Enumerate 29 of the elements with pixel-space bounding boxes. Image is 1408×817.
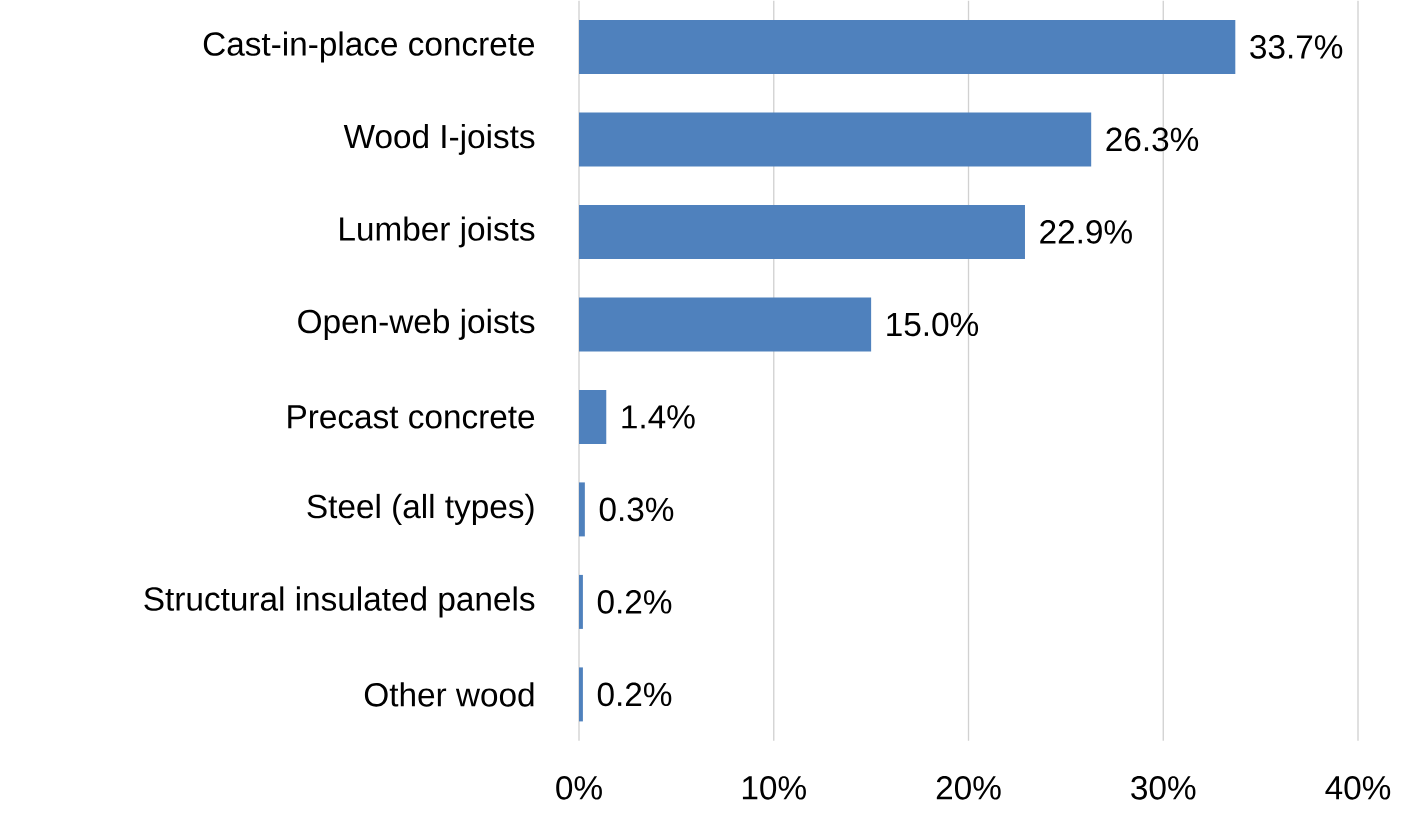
x-tick-label: 30% bbox=[1131, 776, 1196, 800]
y-tick-label: Precast concrete bbox=[288, 405, 535, 429]
data-label: 0.3% bbox=[599, 497, 674, 522]
y-tick-label: Cast-in-place concrete bbox=[203, 31, 535, 63]
y-tick-label: Open-web joists bbox=[298, 309, 535, 341]
y-tick-label: Other wood bbox=[364, 682, 534, 707]
y-tick-label: Wood I-joists bbox=[343, 124, 535, 156]
bar bbox=[579, 667, 583, 722]
data-label: 26.3% bbox=[1106, 127, 1199, 152]
y-tick-label: Lumber joists bbox=[340, 216, 535, 248]
x-tick-label: 40% bbox=[1325, 776, 1391, 800]
bar bbox=[579, 205, 1025, 260]
bar bbox=[579, 390, 607, 445]
bar bbox=[579, 112, 1092, 167]
bar bbox=[579, 20, 1236, 75]
data-label: 0.2% bbox=[597, 590, 672, 614]
x-tick-label: 0% bbox=[556, 776, 602, 800]
data-label: 1.4% bbox=[622, 405, 695, 429]
y-tick-label: Steel (all types) bbox=[307, 494, 534, 526]
bar bbox=[579, 482, 585, 537]
bar bbox=[579, 297, 872, 352]
data-label: 22.9% bbox=[1040, 220, 1132, 244]
y-tick-label: Structural insulated panels bbox=[144, 586, 535, 618]
bar bbox=[579, 575, 583, 630]
data-label: 0.2% bbox=[597, 682, 672, 707]
x-tick-label: 10% bbox=[742, 776, 806, 800]
data-label: 15.0% bbox=[887, 312, 979, 337]
x-tick-label: 20% bbox=[936, 776, 1001, 800]
data-label: 33.7% bbox=[1250, 35, 1343, 59]
